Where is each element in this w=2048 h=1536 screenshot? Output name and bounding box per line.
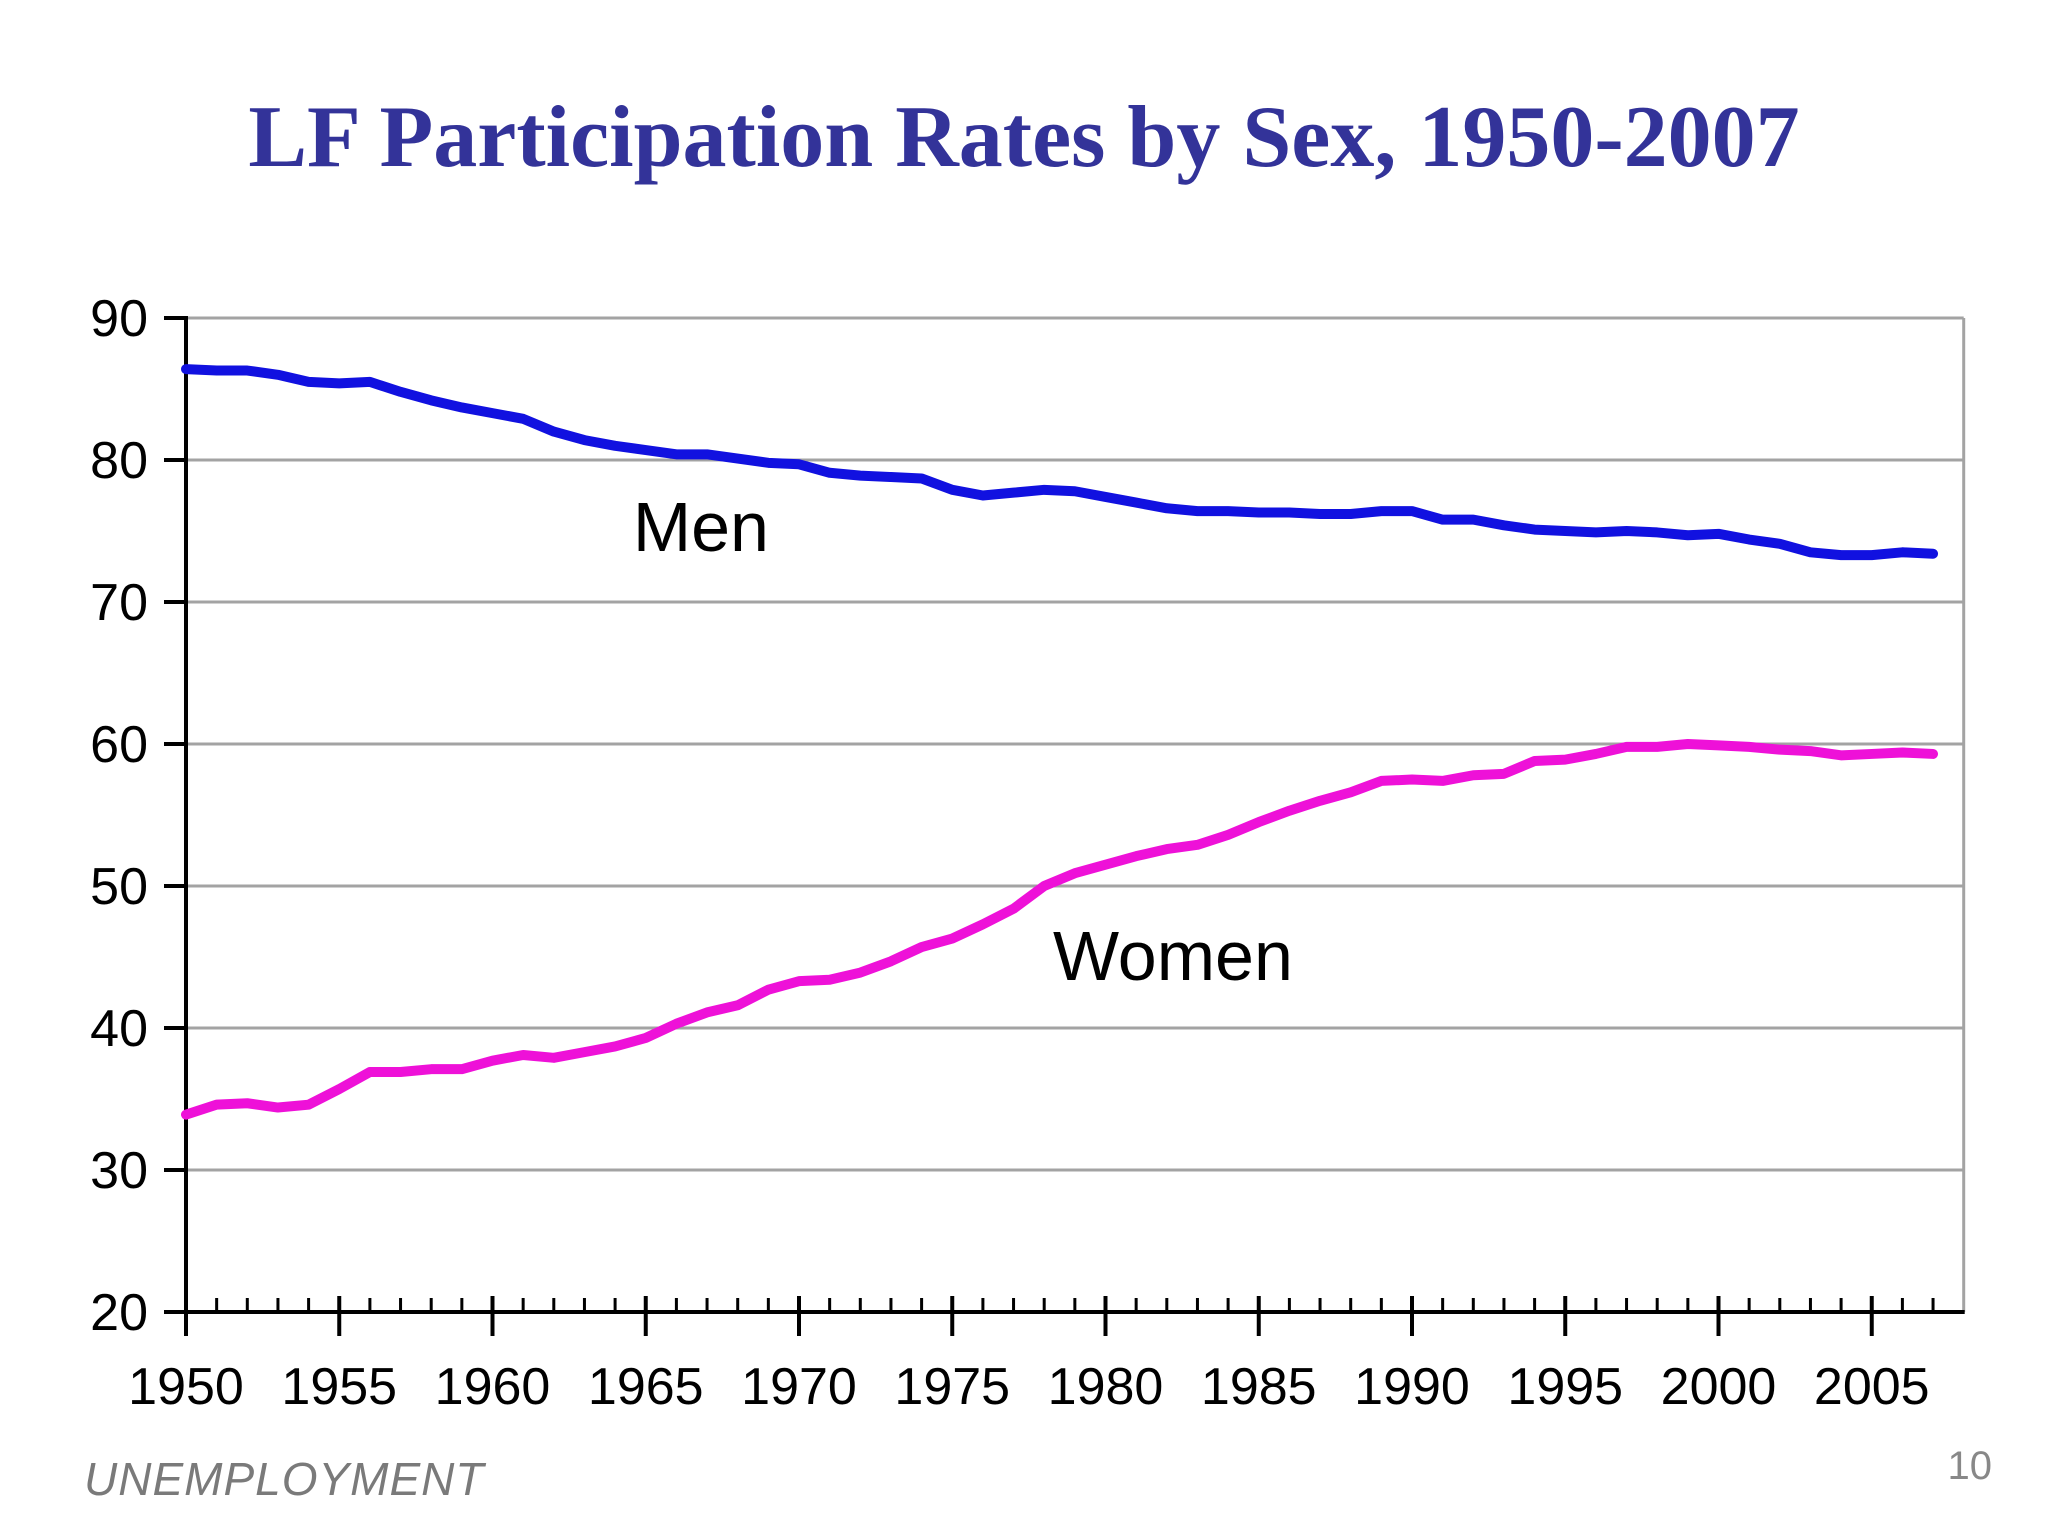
y-tick-label-70: 70 xyxy=(90,574,148,632)
y-tick-label-50: 50 xyxy=(90,858,148,916)
y-tick-label-40: 40 xyxy=(90,1000,148,1058)
x-tick-label-2005: 2005 xyxy=(1814,1358,1930,1416)
x-tick-label-2000: 2000 xyxy=(1661,1358,1777,1416)
series-line-women xyxy=(181,739,1939,1120)
x-tick-label-1965: 1965 xyxy=(588,1358,704,1416)
x-tick-label-1960: 1960 xyxy=(435,1358,551,1416)
x-tick-label-1950: 1950 xyxy=(128,1358,244,1416)
y-tick-label-60: 60 xyxy=(90,716,148,774)
x-tick-label-1975: 1975 xyxy=(894,1358,1010,1416)
y-tick-label-20: 20 xyxy=(90,1284,148,1342)
footer-section-label: UNEMPLOYMENT xyxy=(84,1453,485,1505)
y-tick-label-90: 90 xyxy=(90,290,148,348)
x-tick-label-1985: 1985 xyxy=(1201,1358,1317,1416)
page-number: 10 xyxy=(1947,1444,1993,1488)
women-series-label: Women xyxy=(1052,916,1293,995)
men-series-label: Men xyxy=(632,487,769,566)
x-tick-label-1990: 1990 xyxy=(1354,1358,1470,1416)
x-tick-label-1995: 1995 xyxy=(1507,1358,1623,1416)
series-line-men xyxy=(181,364,1939,561)
chart-title: LF Participation Rates by Sex, 1950-2007 xyxy=(248,89,1800,186)
y-tick-label-80: 80 xyxy=(90,432,148,490)
y-tick-label-30: 30 xyxy=(90,1142,148,1200)
x-tick-label-1970: 1970 xyxy=(741,1358,857,1416)
x-tick-label-1980: 1980 xyxy=(1048,1358,1164,1416)
x-tick-label-1955: 1955 xyxy=(281,1358,397,1416)
